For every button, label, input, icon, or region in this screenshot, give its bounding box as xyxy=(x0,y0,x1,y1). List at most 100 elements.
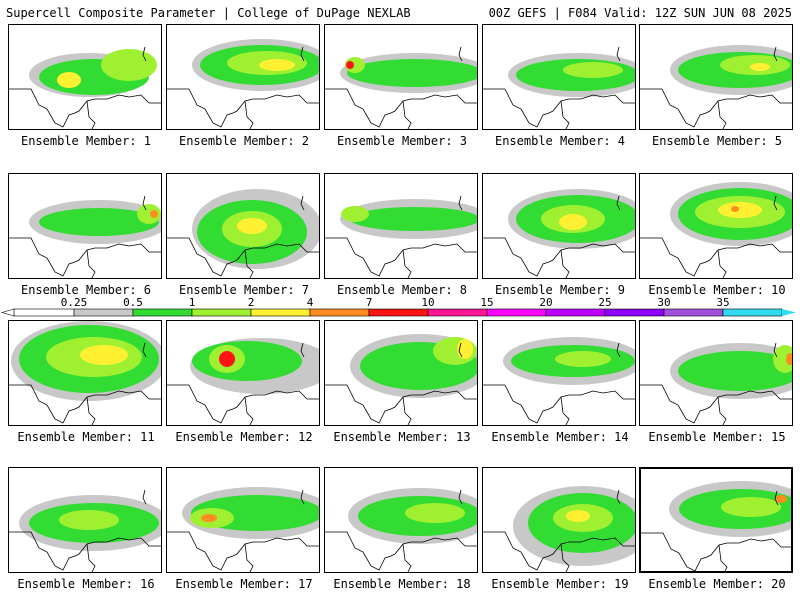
member-map-14[interactable] xyxy=(482,320,636,426)
member-map-7[interactable] xyxy=(166,173,320,279)
member-field xyxy=(483,46,635,129)
scp-contour-green xyxy=(350,207,477,231)
scp-contour-lightgreen xyxy=(405,503,465,523)
coastline xyxy=(483,237,635,277)
legend-swatch xyxy=(368,308,429,317)
lake-outline xyxy=(142,342,147,358)
scp-contour-green xyxy=(39,208,159,236)
lake-outline xyxy=(300,342,305,358)
legend-tick-label: 30 xyxy=(657,297,670,309)
member-label: Ensemble Member: 13 xyxy=(333,430,471,444)
legend-tick-label: 10 xyxy=(421,297,434,309)
legend-swatch xyxy=(250,308,311,317)
legend-swatch xyxy=(722,308,783,317)
lake-outline xyxy=(616,46,621,62)
coastline xyxy=(483,531,635,571)
member-map-13[interactable] xyxy=(324,320,478,426)
scp-contour-green xyxy=(192,341,302,381)
scp-contour-yellow xyxy=(57,72,81,88)
member-field xyxy=(325,195,477,278)
coastline xyxy=(325,237,477,277)
member-map-3[interactable] xyxy=(324,24,478,130)
lake-outline xyxy=(773,195,778,211)
scp-contour-orange xyxy=(150,210,158,218)
coastline xyxy=(9,384,161,424)
scp-contour-lightgreen xyxy=(341,206,369,222)
lake-outline xyxy=(458,342,463,358)
member-label: Ensemble Member: 15 xyxy=(648,430,786,444)
member-map-11[interactable] xyxy=(8,320,162,426)
member-label: Ensemble Member: 5 xyxy=(651,134,783,148)
coastline xyxy=(640,88,792,128)
state-border xyxy=(402,249,412,278)
lake-outline xyxy=(458,195,463,211)
legend-tick-label: 25 xyxy=(598,297,611,309)
coastline xyxy=(483,88,635,128)
state-border xyxy=(244,543,254,572)
state-border xyxy=(718,544,728,571)
scp-contour-orange xyxy=(201,514,217,522)
member-map-5[interactable] xyxy=(639,24,793,130)
member-label: Ensemble Member: 7 xyxy=(178,283,310,297)
member-label: Ensemble Member: 12 xyxy=(175,430,313,444)
member-field xyxy=(325,46,477,129)
member-map-9[interactable] xyxy=(482,173,636,279)
member-field xyxy=(9,46,161,129)
coastline xyxy=(9,531,161,571)
member-field xyxy=(640,45,792,129)
lake-outline xyxy=(773,342,778,358)
member-field xyxy=(640,342,792,425)
lake-outline xyxy=(142,489,147,505)
lake-outline xyxy=(300,46,305,62)
scp-contour-red xyxy=(219,351,235,367)
scp-contour-lightgreen xyxy=(101,49,157,81)
lake-outline xyxy=(616,195,621,211)
legend-tick-label: 0.5 xyxy=(123,297,143,309)
lake-outline xyxy=(300,489,305,505)
member-map-12[interactable] xyxy=(166,320,320,426)
member-map-17[interactable] xyxy=(166,467,320,573)
legend-tick-label: 35 xyxy=(716,297,729,309)
member-label: Ensemble Member: 20 xyxy=(648,577,786,591)
member-map-10[interactable] xyxy=(639,173,793,279)
member-map-8[interactable] xyxy=(324,173,478,279)
state-border xyxy=(560,543,570,572)
member-label: Ensemble Member: 1 xyxy=(20,134,152,148)
scp-contour-orange xyxy=(786,353,792,365)
legend-swatch xyxy=(545,308,606,317)
member-map-1[interactable] xyxy=(8,24,162,130)
state-border xyxy=(560,100,570,129)
member-map-18[interactable] xyxy=(324,467,478,573)
legend-arrow-tail xyxy=(0,308,15,317)
member-map-16[interactable] xyxy=(8,467,162,573)
scp-contour-lightgreen xyxy=(555,351,611,367)
legend-tick-label: 15 xyxy=(480,297,493,309)
scp-contour-lightgreen xyxy=(137,204,161,224)
member-field xyxy=(167,338,319,425)
state-border xyxy=(402,396,412,425)
state-border xyxy=(244,100,254,129)
member-map-4[interactable] xyxy=(482,24,636,130)
member-field xyxy=(167,39,319,129)
coastline xyxy=(483,384,635,424)
scp-contour-yellow xyxy=(566,510,590,522)
scp-contour-lightgreen xyxy=(721,497,781,517)
legend-swatch xyxy=(191,308,252,317)
state-border xyxy=(402,543,412,572)
member-map-20[interactable] xyxy=(639,467,793,573)
member-map-2[interactable] xyxy=(166,24,320,130)
state-border xyxy=(717,100,727,129)
lake-outline xyxy=(616,342,621,358)
member-map-15[interactable] xyxy=(639,320,793,426)
legend-swatch xyxy=(663,308,724,317)
state-border xyxy=(86,100,96,129)
member-map-6[interactable] xyxy=(8,173,162,279)
member-map-19[interactable] xyxy=(482,467,636,573)
coastline xyxy=(167,531,319,571)
state-border xyxy=(86,543,96,572)
member-field xyxy=(640,182,792,278)
legend-swatch xyxy=(13,308,75,317)
scp-contour-yellow xyxy=(559,214,587,230)
legend-swatch xyxy=(73,308,134,317)
coastline xyxy=(325,88,477,128)
